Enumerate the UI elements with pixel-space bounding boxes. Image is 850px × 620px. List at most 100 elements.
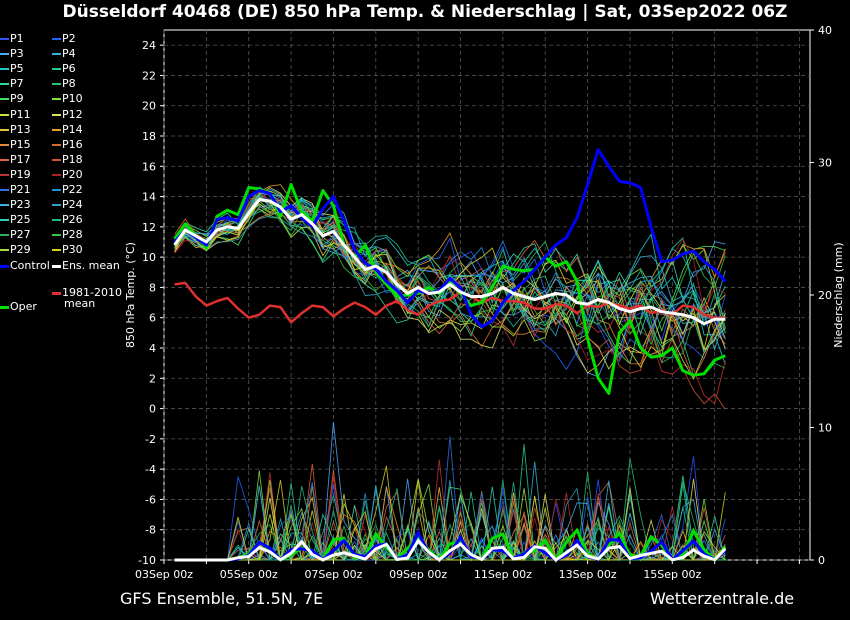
legend-p23-label: P23 (10, 198, 31, 212)
y-tick-label: 16 (142, 160, 156, 173)
y-tick-label: 6 (149, 312, 156, 325)
legend-p3: P3 (0, 47, 24, 61)
legend-p6-swatch (52, 68, 61, 71)
legend-p15-label: P15 (10, 137, 31, 151)
legend-p1-label: P1 (10, 32, 24, 45)
series-line-1981-2010-mean (174, 281, 726, 324)
legend-p11: P11 (0, 108, 31, 122)
legend-p8: P8 (52, 77, 76, 91)
x-tick-label: 11Sep 00z (474, 568, 532, 580)
legend-p4-label: P4 (62, 47, 76, 61)
legend-p16-swatch (52, 143, 61, 146)
legend-p8-swatch (52, 83, 61, 86)
y-tick-label: 8 (149, 281, 156, 294)
legend-p9: P9 (0, 92, 24, 106)
y-tick-label: 12 (142, 221, 156, 234)
legend-p14-swatch (52, 128, 61, 131)
legend-p13: P13 (0, 123, 31, 137)
legend-p13-label: P13 (10, 122, 31, 136)
legend-p30-label: P30 (62, 243, 83, 257)
y-tick-label: 4 (149, 342, 156, 355)
legend-p28-label: P28 (62, 228, 83, 242)
legend-p7: P7 (0, 77, 24, 91)
x-tick-label: 03Sep 00z (135, 568, 193, 580)
legend-p30: P30 (52, 243, 83, 257)
legend-p19: P19 (0, 168, 31, 182)
legend-control-swatch (0, 264, 9, 268)
y-axis-title: 850 hPa Temp. (°C) (124, 242, 137, 348)
series-line-control (173, 148, 727, 329)
legend-p14: P14 (52, 123, 83, 137)
legend-p4: P4 (52, 47, 76, 61)
legend-p15-swatch (0, 143, 9, 146)
legend-p20-swatch (52, 173, 61, 176)
legend-oper: Oper (0, 300, 37, 314)
y2-tick-label: 20 (818, 289, 832, 302)
y-tick-label: 22 (142, 69, 156, 82)
legend-ens-mean: Ens. mean (52, 259, 120, 273)
legend-p28-swatch (52, 234, 61, 237)
member-precip-p21 (174, 436, 726, 562)
meteogram-svg: -10-8-6-4-202468101214161820222401020304… (124, 24, 845, 580)
legend-p14-label: P14 (62, 122, 83, 136)
legend-control-label: Control (10, 259, 50, 272)
ens-mean-precip-line (174, 538, 727, 562)
legend-p26-swatch (52, 219, 61, 222)
member-precip-p4 (174, 461, 726, 562)
legend-p22-swatch (52, 189, 61, 191)
member-line-p30 (174, 202, 726, 368)
legend-p22-label: P22 (62, 183, 83, 196)
legend-p19-swatch (0, 173, 9, 176)
y-tick-label: 24 (142, 39, 156, 52)
legend-p23-swatch (0, 204, 9, 207)
legend-p27-swatch (0, 234, 9, 237)
source-label: Wetterzentrale.de (650, 589, 795, 608)
legend-p18-label: P18 (62, 152, 83, 166)
legend-p12: P12 (52, 108, 83, 122)
legend-p2: P2 (52, 32, 76, 46)
legend-p6-label: P6 (62, 62, 76, 76)
legend-p26-label: P26 (62, 213, 83, 227)
y-tick-label: 10 (142, 251, 156, 264)
legend-oper-label: Oper (10, 300, 37, 313)
legend-p29: P29 (0, 243, 31, 257)
legend-p8-label: P8 (62, 77, 76, 91)
legend-p16: P16 (52, 138, 83, 152)
legend-p6: P6 (52, 62, 76, 76)
legend-p27-label: P27 (10, 228, 31, 242)
legend-p29-label: P29 (10, 243, 31, 257)
y-tick-label: -6 (145, 493, 156, 506)
y2-tick-label: 10 (818, 422, 832, 435)
legend-p11-swatch (0, 113, 9, 116)
legend-climo-label2: mean (64, 297, 96, 310)
legend-p2-swatch (52, 38, 61, 40)
legend-p24-swatch (52, 204, 61, 207)
legend-p17-label: P17 (10, 152, 31, 166)
y2-tick-label: 30 (818, 157, 832, 170)
y-tick-label: 2 (149, 372, 156, 385)
legend-p10-swatch (52, 98, 61, 101)
legend-p21: P21 (0, 183, 31, 197)
x-tick-label: 07Sep 00z (304, 568, 362, 580)
legend-p24-label: P24 (62, 198, 83, 212)
member-line-p24 (174, 215, 726, 337)
model-label: GFS Ensemble, 51.5N, 7E (120, 589, 324, 608)
legend-p7-label: P7 (10, 77, 24, 91)
x-tick-label: 15Sep 00z (643, 568, 701, 580)
member-line-p14 (174, 184, 726, 330)
legend-p10-label: P10 (62, 92, 83, 106)
legend-p4-swatch (52, 53, 61, 56)
legend-p5: P5 (0, 62, 24, 76)
legend-p9-label: P9 (10, 92, 24, 106)
legend-p12-label: P12 (62, 107, 83, 121)
legend-p21-label: P21 (10, 183, 31, 196)
legend-p23: P23 (0, 198, 31, 212)
legend-p15: P15 (0, 138, 31, 152)
x-tick-label: 09Sep 00z (389, 568, 447, 580)
legend-p20-label: P20 (62, 167, 83, 181)
legend-climo-label: 1981-2010 (62, 286, 122, 299)
y2-axis-title: Niederschlag (mm) (832, 242, 845, 347)
y2-tick-label: 40 (818, 24, 832, 37)
y-tick-label: 14 (142, 191, 156, 204)
legend-p1-swatch (0, 38, 9, 40)
